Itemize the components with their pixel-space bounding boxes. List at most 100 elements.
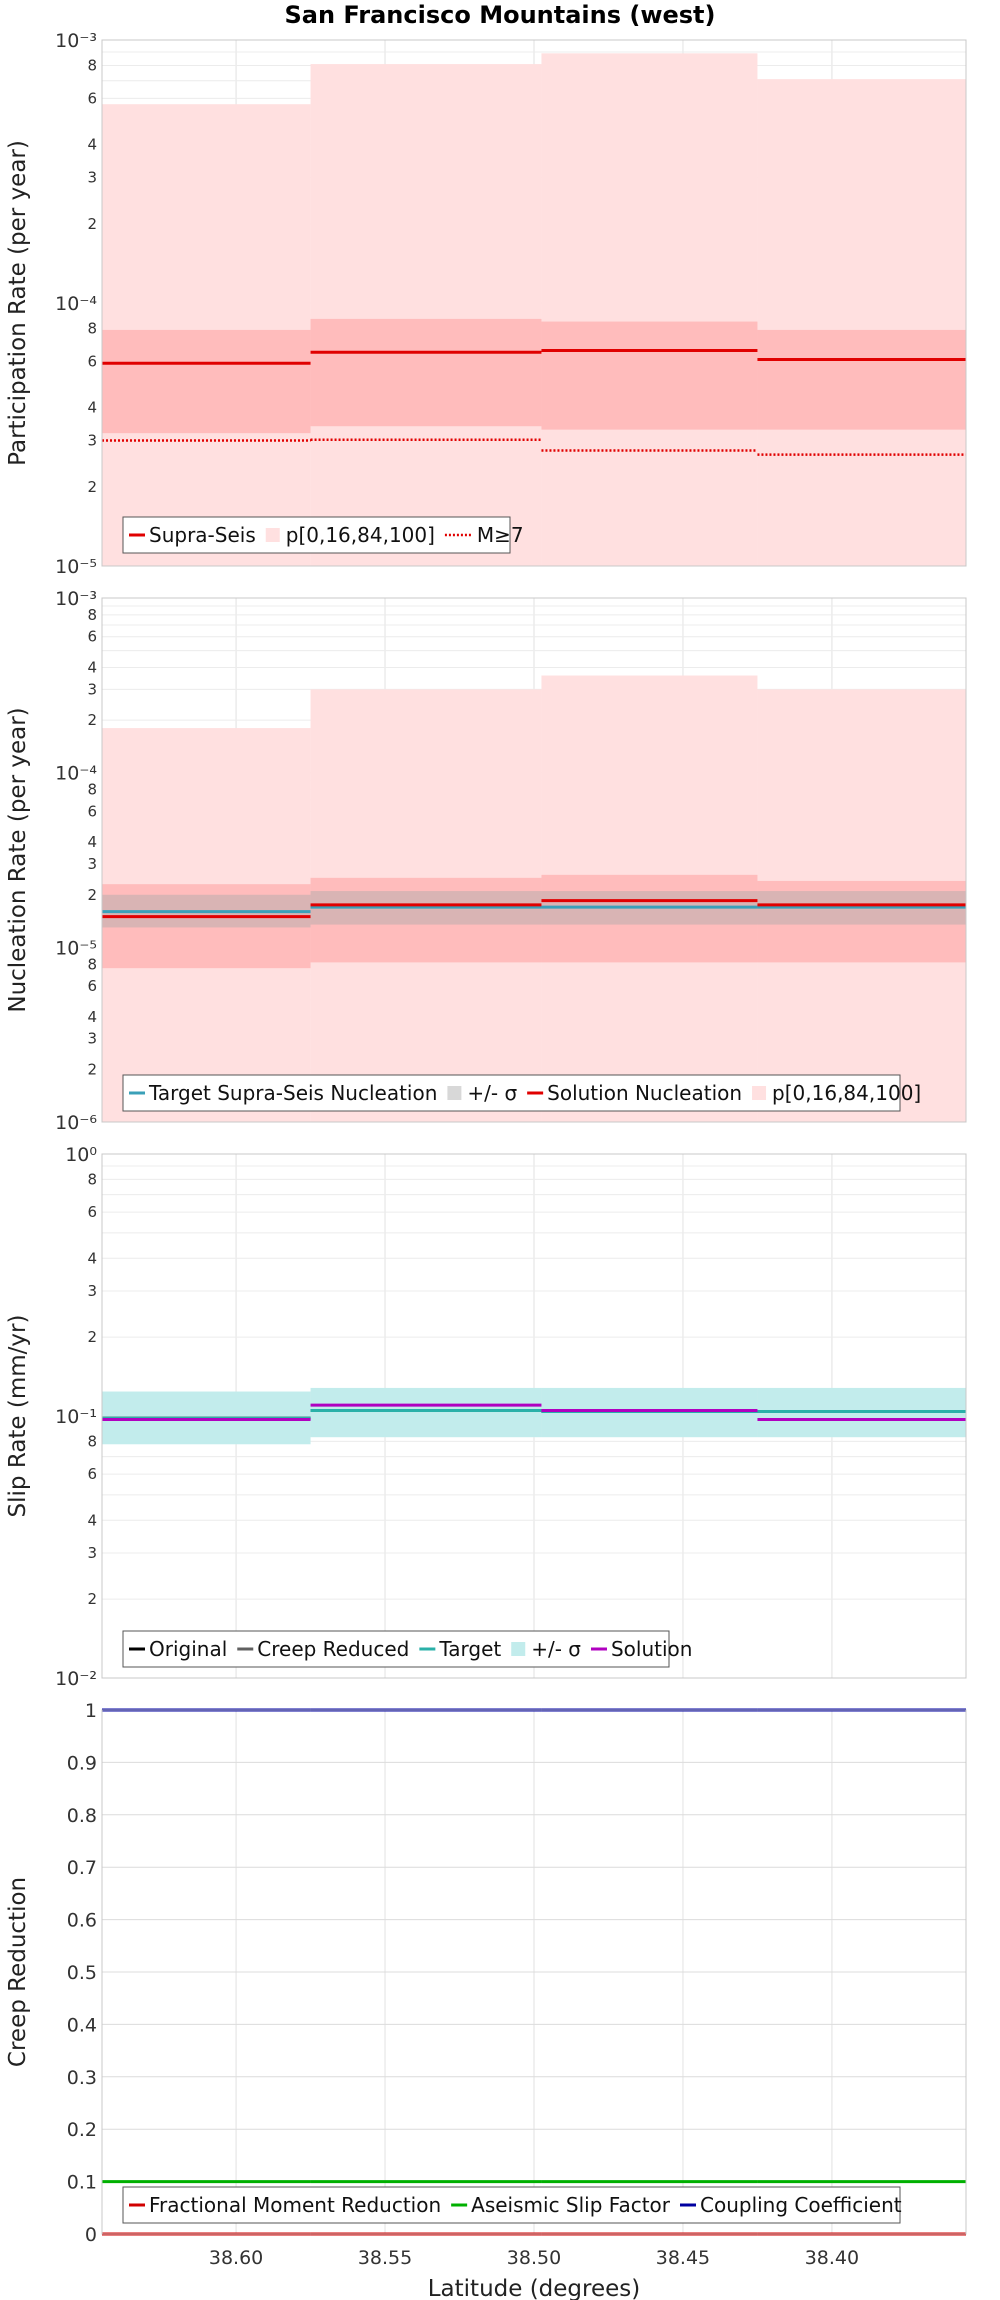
legend-item: Creep Reduced — [237, 1637, 409, 1661]
y-tick-label: 10⁻⁴ — [55, 293, 97, 315]
legend-label: +/- σ — [531, 1637, 581, 1661]
band-segment — [102, 329, 311, 434]
series-solution — [102, 1403, 966, 1421]
y-tick-label: 0.9 — [67, 1752, 97, 1774]
x-tick-label: 38.40 — [805, 2247, 859, 2269]
legend-item: Aseismic Slip Factor — [451, 2193, 671, 2217]
y-tick-label: 6 — [87, 1465, 97, 1483]
y-tick-label: 10⁻⁶ — [55, 1112, 97, 1134]
legend-item: Coupling Coefficient — [680, 2193, 902, 2217]
y-tick-label: 0.6 — [67, 1910, 97, 1932]
legend-box — [122, 1630, 670, 1668]
legend: Original Creep Reduced Target +/- σ Solution — [122, 1630, 692, 1668]
y-tick-labels: 10⁻² 2 3 4 6 8 10⁻¹ 2 3 4 6 8 10⁰ — [55, 1144, 97, 1690]
chart-title: San Francisco Mountains (west) — [284, 1, 715, 29]
y-tick-label: 2 — [87, 478, 97, 496]
y-tick-label: 2 — [87, 215, 97, 233]
y-tick-label: 6 — [87, 802, 97, 820]
y-tick-label: 3 — [87, 1544, 97, 1562]
y-tick-label: 0.4 — [67, 2014, 97, 2036]
band-segment — [102, 884, 311, 969]
band-segment — [310, 64, 542, 566]
legend-item: p[0,16,84,100] — [265, 523, 435, 547]
legend-label: Solution — [611, 1637, 692, 1661]
y-tick-label: 8 — [87, 1170, 97, 1188]
plot-frame — [101, 39, 967, 567]
y-tick-label: 6 — [87, 977, 97, 995]
y-tick-label: 2 — [87, 1590, 97, 1608]
legend-item: +/- σ — [447, 1081, 517, 1105]
y-tick-label: 10⁻⁵ — [55, 937, 97, 959]
band-segment — [541, 321, 758, 430]
legend-label: Target Supra-Seis Nucleation — [148, 1081, 437, 1105]
plot-frame — [101, 1709, 967, 2235]
legend-label: p[0,16,84,100] — [286, 523, 435, 547]
x-tick-label: 38.55 — [358, 2247, 412, 2269]
y-tick-label: 0 — [85, 2224, 97, 2246]
legend-item: Solution — [590, 1637, 692, 1661]
panel-nucleation: 10⁻⁶2346810⁻⁵2346810⁻⁴2346810⁻³Nucleatio… — [5, 588, 967, 1134]
x-tick-label: 38.50 — [507, 2247, 561, 2269]
y-tick-label: 6 — [87, 628, 97, 646]
y-tick-label: 8 — [87, 56, 97, 74]
x-tick-label: 38.45 — [656, 2247, 710, 2269]
legend-label: Creep Reduced — [257, 1637, 409, 1661]
y-tick-label: 8 — [87, 606, 97, 624]
legend-label: Target — [438, 1637, 501, 1661]
y-tick-label: 4 — [87, 1249, 97, 1267]
y-tick-label: 2 — [87, 1060, 97, 1078]
legend-label: +/- σ — [467, 1081, 517, 1105]
y-tick-label: 4 — [87, 659, 97, 677]
y-tick-label: 10⁻³ — [55, 30, 97, 52]
y-tick-label: 3 — [87, 680, 97, 698]
y-tick-label: 6 — [87, 89, 97, 107]
band-segment — [310, 1387, 542, 1438]
y-tick-label: 3 — [87, 432, 97, 450]
y-tick-label: 4 — [87, 1008, 97, 1026]
y-tick-labels: 10⁻⁵ 2 3 4 6 8 10⁻⁴ 2 3 4 6 8 10⁻³ — [55, 30, 97, 578]
series-solution-nucleation — [102, 899, 966, 919]
panel-participation: 10⁻⁵ 2 3 4 6 8 10⁻⁴ 2 3 4 6 8 10⁻³ Participation Rate… — [5, 30, 967, 578]
legend-item: Target — [419, 1637, 501, 1661]
panel-slip: 10⁻² 2 3 4 6 8 10⁻¹ 2 3 4 6 8 10⁰ Slip Rate (mm/yr) Or… — [5, 1144, 967, 1690]
series-p16-84 — [102, 318, 966, 434]
y-tick-label: 0.2 — [67, 2119, 97, 2141]
x-axis-label: Latitude (degrees) — [428, 2276, 641, 2300]
series-p-0-16-84-100- — [102, 53, 966, 567]
y-tick-label: 4 — [87, 1511, 97, 1529]
y-tick-label: 2 — [87, 886, 97, 904]
series-supra-seis — [102, 348, 966, 365]
y-tick-label: 3 — [87, 855, 97, 873]
y-tick-label: 4 — [87, 399, 97, 417]
legend-label: Original — [149, 1637, 227, 1661]
legend-label: Coupling Coefficient — [700, 2193, 902, 2217]
band-segment — [310, 877, 542, 963]
y-tick-label: 0.3 — [67, 2067, 97, 2089]
legend-label: M≥7 — [477, 523, 524, 547]
y-tick-label: 2 — [87, 1328, 97, 1346]
y-tick-label: 0.1 — [67, 2172, 97, 2194]
y-tick-label: 10⁻⁵ — [55, 556, 97, 578]
y-tick-label: 8 — [87, 781, 97, 799]
y-tick-label: 0.5 — [67, 1962, 97, 1984]
legend-swatch — [511, 1642, 526, 1656]
y-tick-label: 0.7 — [67, 1857, 97, 1879]
legend-item: +/- σ — [511, 1637, 581, 1661]
band-segment — [310, 318, 542, 427]
series-- — [102, 891, 966, 928]
y-tick-label: 4 — [87, 136, 97, 154]
legend-box — [122, 1074, 901, 1112]
y-tick-label: 2 — [87, 711, 97, 729]
y-tick-label: 10⁻⁴ — [55, 763, 97, 785]
y-tick-label: 1 — [85, 1700, 97, 1722]
legend-item: Solution Nucleation — [527, 1081, 742, 1105]
y-tick-label: 8 — [87, 955, 97, 973]
legend-item: Original — [129, 1637, 227, 1661]
x-tick-label: 38.60 — [209, 2247, 263, 2269]
y-tick-label: 6 — [87, 1203, 97, 1221]
band-segment — [541, 53, 758, 567]
y-tick-label: 6 — [87, 352, 97, 370]
legend-label: Supra-Seis — [149, 523, 256, 547]
